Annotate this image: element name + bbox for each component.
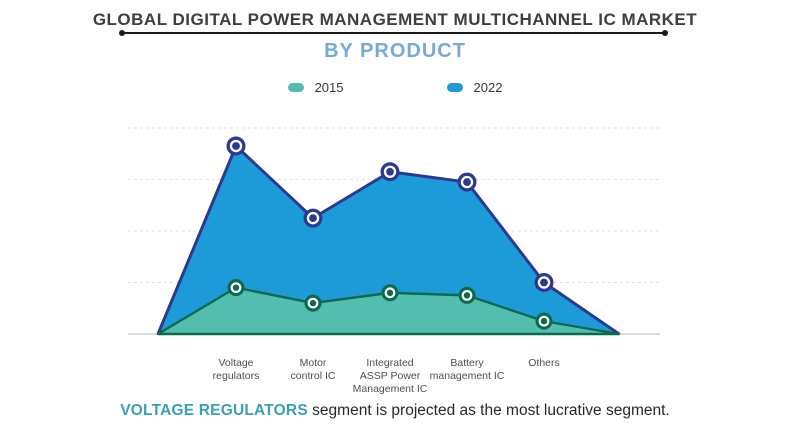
legend-item-2022: 2022 [446, 80, 503, 95]
legend-swatch-2022 [446, 83, 463, 92]
x-axis-label: Voltage regulators [212, 357, 260, 382]
legend-label-2015: 2015 [314, 80, 344, 95]
title-divider [119, 30, 668, 36]
chart-legend: 2015 2022 [0, 80, 790, 95]
caption-text: segment is projected as the most lucrati… [307, 402, 670, 419]
chart-subtitle: BY PRODUCT [324, 40, 466, 62]
caption-highlight: VOLTAGE REGULATORS [120, 402, 308, 419]
marker-dot-2022 [309, 214, 317, 223]
legend-swatch-2015 [287, 83, 304, 92]
legend-label-2022: 2022 [473, 80, 503, 95]
series-area-2015 [156, 286, 621, 336]
x-axis-label: Battery management IC [429, 357, 505, 382]
marker-dot-2015 [309, 299, 317, 307]
x-axis-label: Motor control IC [290, 357, 336, 382]
marker-dot-2015 [463, 292, 471, 299]
page-title: GLOBAL DIGITAL POWER MANAGEMENT MULTICHA… [92, 10, 698, 29]
marker-dot-2015 [540, 317, 548, 325]
series-area-2022 [158, 146, 619, 334]
marker-dot-2015 [386, 289, 394, 296]
caption: VOLTAGE REGULATORS segment is projected … [0, 402, 790, 420]
marker-dot-2022 [540, 278, 548, 287]
marker-dot-2022 [463, 178, 471, 186]
legend-item-2015: 2015 [287, 80, 344, 95]
marker-dot-2015 [232, 284, 240, 291]
marker-dot-2022 [386, 167, 394, 176]
x-axis-label: Others [528, 357, 560, 369]
divider-dot-left [119, 30, 125, 36]
marker-dot-2022 [232, 142, 240, 150]
x-axis-label: Integrated ASSP Power Management IC [352, 357, 428, 395]
divider-dot-right [662, 30, 668, 36]
